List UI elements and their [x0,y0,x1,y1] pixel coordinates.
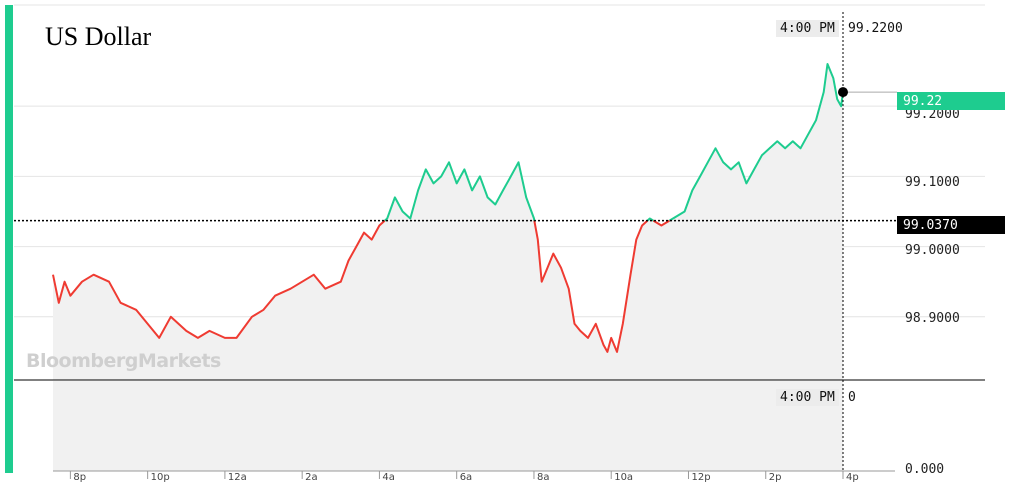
x-tick-label: 2a [305,472,318,483]
x-tick-label: 12a [227,472,247,483]
last-price-marker [838,87,848,98]
x-tick-label: 4a [382,472,395,483]
price-line-down [652,219,671,227]
x-tick-label: 4p [846,472,859,483]
price-line-down [533,219,649,353]
price-line-up [668,63,844,222]
crosshair-volume-value: 0 [846,389,858,406]
y-tick-label: 99.2000 [905,107,960,122]
price-line-up [384,161,536,222]
crosshair-time-label: 4:00 PM [776,20,839,37]
bloomberg-markets-watermark: BloombergMarkets [26,350,221,372]
x-tick-label: 2p [768,472,782,483]
crosshair-time-label-volume: 4:00 PM [776,389,839,406]
x-tick-label: 8a [536,472,550,483]
x-tick-label: 10p [150,472,170,483]
x-tick-label: 8p [73,472,87,483]
crosshair-price-value: 99.2200 [846,20,905,37]
price-line-down [52,219,386,339]
x-tick-label: 10a [614,472,634,483]
accent-bar [5,5,13,473]
chart-title: US Dollar [45,22,152,51]
volume-panel [53,381,843,471]
y-tick-label: 99.1000 [905,175,960,190]
price-area [53,64,843,381]
last-price-tag: 99.22 [897,92,1005,110]
price-line-up [646,217,654,222]
y-tick-label: 99.0000 [905,243,960,258]
volume-axis-label: 0.000 [905,462,945,477]
x-tick-label: 12p [691,472,711,483]
x-tick-label: 6a [459,472,473,483]
y-tick-label: 98.9000 [905,311,960,326]
reference-price-tag: 99.0370 [897,216,1005,234]
